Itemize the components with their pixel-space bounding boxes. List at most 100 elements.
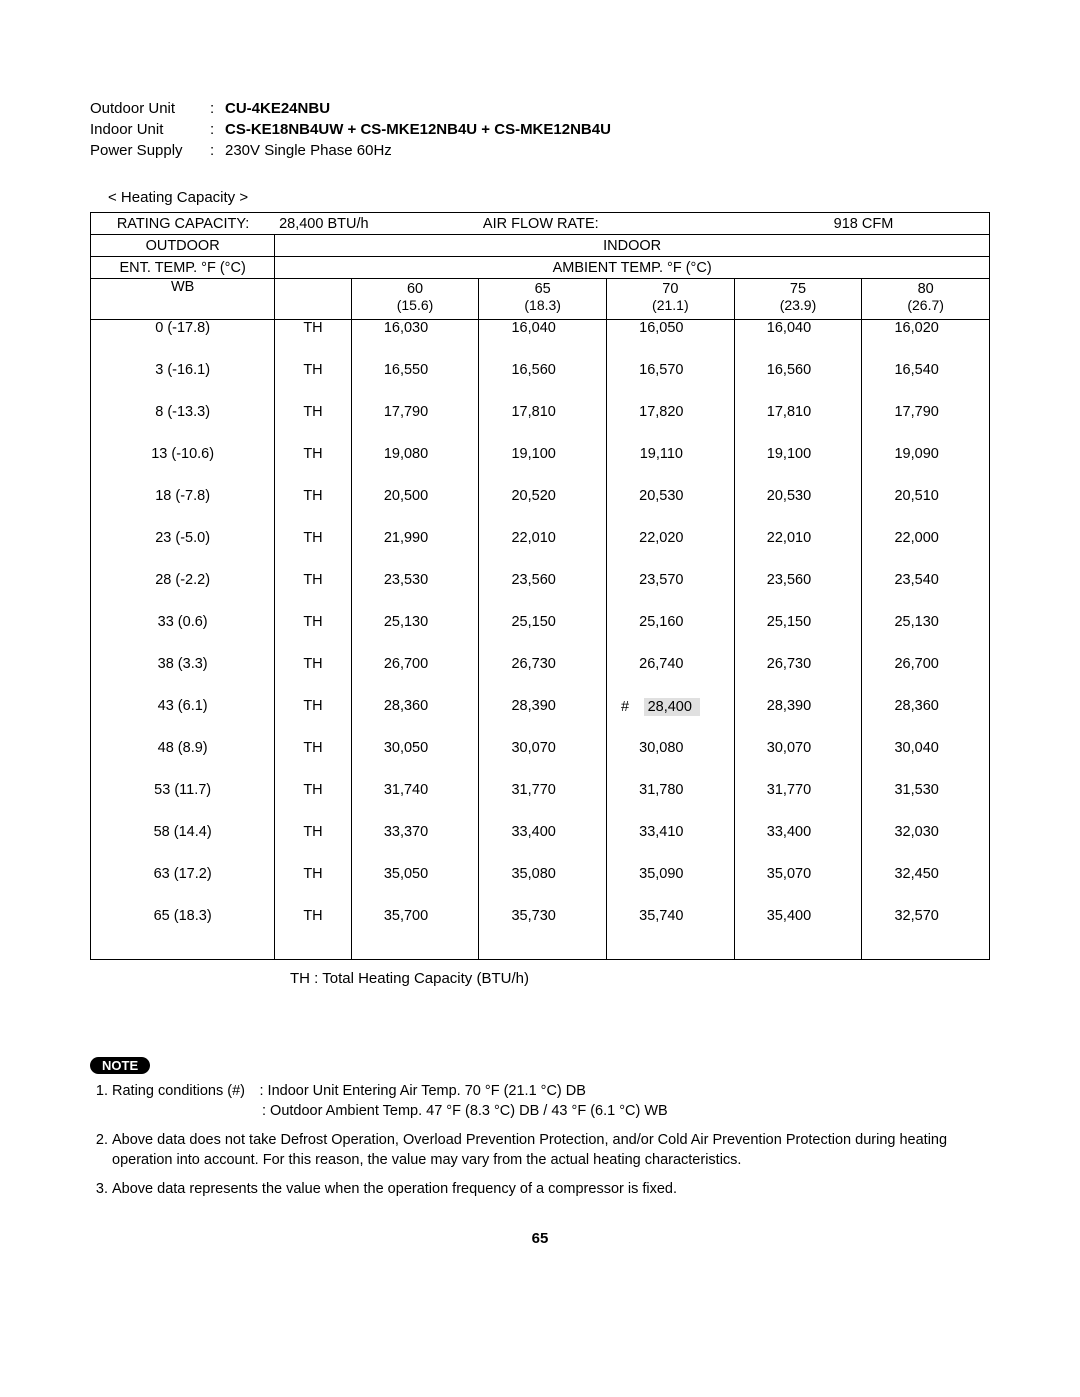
column-header: 70(21.1) [607,279,735,320]
table-row: 28 (-2.2)TH23,53023,56023,57023,56023,54… [91,572,990,614]
value-cell: 35,080 [479,866,607,908]
value-cell: 26,700 [862,656,990,698]
airflow-value: 918 CFM [738,216,989,232]
value-cell: 20,510 [862,488,990,530]
value-cell: 17,790 [351,404,479,446]
ambient-temp-header: AMBIENT TEMP. °F (°C) [275,257,990,279]
outdoor-unit-label: Outdoor Unit [90,100,210,117]
power-supply-label: Power Supply [90,142,210,159]
wb-header: WB [91,279,275,320]
th-code-cell: TH [275,572,351,614]
wb-cell: 38 (3.3) [91,656,275,698]
value-cell: 28,390 [734,698,862,740]
outdoor-unit-value: CU-4KE24NBU [225,100,330,117]
value-cell: 26,730 [734,656,862,698]
value-cell: 30,070 [479,740,607,782]
table-row: 18 (-7.8)TH20,50020,52020,53020,53020,51… [91,488,990,530]
value-cell: 28,390 [479,698,607,740]
page-number: 65 [90,1230,990,1247]
value-cell: 33,410 [607,824,735,866]
column-header: 60(15.6) [351,279,479,320]
value-cell: 31,770 [479,782,607,824]
value-cell: 32,450 [862,866,990,908]
th-code-cell: TH [275,782,351,824]
indoor-unit-label: Indoor Unit [90,121,210,138]
column-header: 65(18.3) [479,279,607,320]
value-cell: 16,540 [862,362,990,404]
value-cell: 32,570 [862,908,990,960]
table-row: 65 (18.3)TH35,70035,73035,74035,40032,57… [91,908,990,960]
value-cell: 33,400 [734,824,862,866]
value-cell: 25,150 [479,614,607,656]
table-row: 38 (3.3)TH26,70026,73026,74026,73026,700 [91,656,990,698]
value-cell: 19,100 [734,446,862,488]
indoor-header: INDOOR [275,235,990,257]
table-row: 33 (0.6)TH25,13025,15025,16025,15025,130 [91,614,990,656]
value-cell: 16,040 [479,320,607,362]
wb-cell: 43 (6.1) [91,698,275,740]
th-code-cell: TH [275,740,351,782]
value-cell: 23,540 [862,572,990,614]
value-cell: 26,730 [479,656,607,698]
th-code-cell: TH [275,866,351,908]
heating-capacity-table: RATING CAPACITY: 28,400 BTU/h AIR FLOW R… [90,212,990,960]
value-cell: 22,000 [862,530,990,572]
table-row: 63 (17.2)TH35,05035,08035,09035,07032,45… [91,866,990,908]
value-cell: 20,530 [734,488,862,530]
value-cell: 30,080 [607,740,735,782]
value-cell: 23,570 [607,572,735,614]
value-cell: 28,360 [351,698,479,740]
th-code-cell: TH [275,698,351,740]
rating-capacity-label: RATING CAPACITY: [91,216,275,232]
th-code-cell: TH [275,362,351,404]
wb-cell: 8 (-13.3) [91,404,275,446]
value-cell: 26,740 [607,656,735,698]
value-cell: 20,500 [351,488,479,530]
table-row: 0 (-17.8)TH16,03016,04016,05016,04016,02… [91,320,990,362]
column-header: 75(23.9) [734,279,862,320]
value-cell: 22,010 [734,530,862,572]
value-cell: 33,400 [479,824,607,866]
wb-cell: 18 (-7.8) [91,488,275,530]
th-code-cell: TH [275,320,351,362]
value-cell: # 28,400 [607,698,735,740]
note-badge: NOTE [90,1057,150,1074]
ent-temp-header: ENT. TEMP. °F (°C) [91,257,275,279]
section-title: < Heating Capacity > [108,189,990,206]
power-supply-value: 230V Single Phase 60Hz [225,142,392,159]
value-cell: 31,770 [734,782,862,824]
value-cell: 22,010 [479,530,607,572]
value-cell: 16,570 [607,362,735,404]
th-code-cell: TH [275,530,351,572]
wb-cell: 3 (-16.1) [91,362,275,404]
wb-cell: 65 (18.3) [91,908,275,960]
th-legend: TH : Total Heating Capacity (BTU/h) [290,970,990,987]
value-cell: 35,090 [607,866,735,908]
wb-cell: 48 (8.9) [91,740,275,782]
unit-header: Outdoor Unit : CU-4KE24NBU Indoor Unit :… [90,100,990,159]
value-cell: 16,050 [607,320,735,362]
value-cell: 16,040 [734,320,862,362]
indoor-unit-value: CS-KE18NB4UW + CS-MKE12NB4U + CS-MKE12NB… [225,121,611,138]
th-code-cell: TH [275,614,351,656]
value-cell: 35,400 [734,908,862,960]
value-cell: 16,030 [351,320,479,362]
value-cell: 25,160 [607,614,735,656]
value-cell: 25,130 [351,614,479,656]
value-cell: 31,530 [862,782,990,824]
note-1: Rating conditions (#) : Indoor Unit Ente… [112,1082,990,1121]
table-row: 3 (-16.1)TH16,55016,56016,57016,56016,54… [91,362,990,404]
table-row: 8 (-13.3)TH17,79017,81017,82017,81017,79… [91,404,990,446]
value-cell: 19,080 [351,446,479,488]
value-cell: 26,700 [351,656,479,698]
table-row: 53 (11.7)TH31,74031,77031,78031,77031,53… [91,782,990,824]
value-cell: 17,810 [479,404,607,446]
th-code-cell: TH [275,908,351,960]
value-cell: 19,110 [607,446,735,488]
value-cell: 32,030 [862,824,990,866]
wb-cell: 58 (14.4) [91,824,275,866]
wb-cell: 13 (-10.6) [91,446,275,488]
th-code-cell: TH [275,824,351,866]
value-cell: 16,020 [862,320,990,362]
value-cell: 30,050 [351,740,479,782]
